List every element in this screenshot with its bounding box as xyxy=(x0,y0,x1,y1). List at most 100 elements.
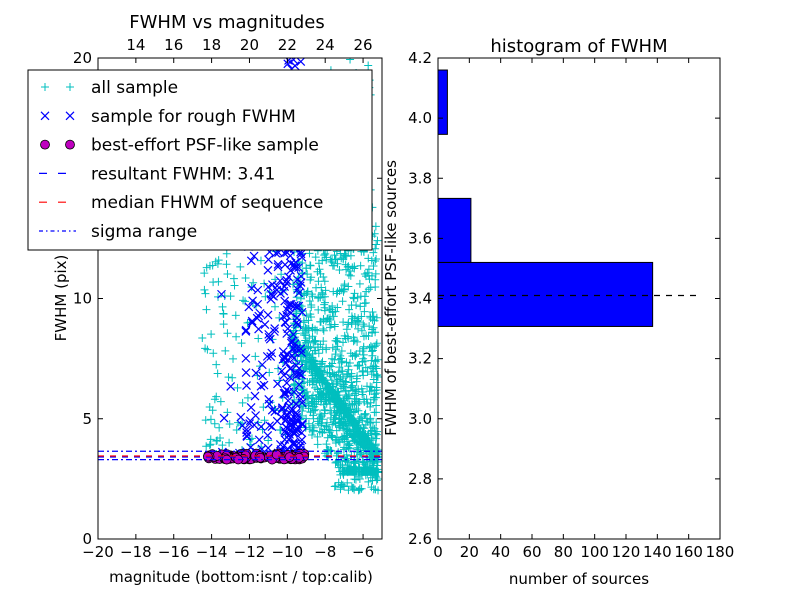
all-sample-point xyxy=(343,468,352,477)
y-tick-label: 2.8 xyxy=(408,470,432,488)
all-sample-point xyxy=(372,476,381,485)
all-sample-point xyxy=(329,312,338,321)
all-sample-point xyxy=(331,481,340,490)
rough-sample-point xyxy=(267,348,277,358)
rough-sample-point xyxy=(244,302,254,312)
all-sample-point xyxy=(370,393,379,402)
all-sample-point xyxy=(337,347,346,356)
all-sample-point xyxy=(364,436,373,445)
legend-label: all sample xyxy=(91,78,178,98)
all-sample-point xyxy=(372,401,381,410)
all-sample-point xyxy=(328,302,337,311)
rough-sample-point xyxy=(255,308,265,318)
all-sample-point xyxy=(339,318,348,327)
all-sample-point xyxy=(298,269,307,278)
all-sample-point xyxy=(200,269,209,278)
all-sample-point xyxy=(356,448,365,457)
rough-sample-point xyxy=(291,424,301,434)
all-sample-point xyxy=(335,363,344,372)
rough-sample-point xyxy=(296,440,305,450)
all-sample-point xyxy=(221,346,230,355)
all-sample-point xyxy=(336,351,345,360)
x-tick-label: −12 xyxy=(234,543,266,561)
legend-circle-icon xyxy=(40,139,50,150)
all-sample-point xyxy=(308,323,317,332)
all-sample-point xyxy=(201,344,210,353)
rough-sample-point xyxy=(281,385,291,395)
rough-sample-point xyxy=(281,318,291,328)
all-sample-point xyxy=(372,386,381,395)
rough-sample-point xyxy=(217,289,226,299)
all-sample-point xyxy=(337,433,346,442)
rough-sample-point xyxy=(286,308,296,318)
all-sample-point xyxy=(363,382,372,391)
legend-label: median FHWM of sequence xyxy=(91,193,323,213)
all-sample-point xyxy=(258,425,267,434)
rough-sample-point xyxy=(295,369,304,379)
all-sample-point xyxy=(351,385,360,394)
all-sample-point xyxy=(331,255,340,264)
rough-sample-point xyxy=(272,285,282,295)
rough-sample-point xyxy=(256,381,266,391)
all-sample-point xyxy=(358,347,367,356)
scatter-title: FWHM vs magnitudes xyxy=(129,12,324,33)
legend-plus-icon xyxy=(66,83,74,91)
all-sample-point xyxy=(340,281,349,290)
all-sample-point xyxy=(254,334,263,343)
rough-sample-point xyxy=(297,435,307,445)
rough-sample-point xyxy=(288,438,298,448)
all-sample-point xyxy=(361,409,370,418)
y-tick-label: 20 xyxy=(73,49,92,67)
all-sample-point xyxy=(205,441,214,450)
all-sample-point xyxy=(305,334,314,343)
rough-sample-point xyxy=(278,347,288,356)
rough-sample-point xyxy=(249,251,259,261)
all-sample-point xyxy=(364,61,373,70)
all-sample-point xyxy=(293,356,302,365)
all-sample-point xyxy=(223,329,232,338)
rough-sample-point xyxy=(263,310,273,320)
all-sample-point xyxy=(350,289,359,298)
all-sample-point xyxy=(371,328,380,337)
all-sample-point xyxy=(202,305,211,314)
rough-sample-point xyxy=(251,411,261,420)
all-sample-point xyxy=(350,485,359,494)
all-sample-point xyxy=(320,405,329,414)
all-sample-point xyxy=(300,363,309,372)
top-tick-label: 18 xyxy=(202,36,221,54)
histogram-bar xyxy=(438,197,472,263)
all-sample-point xyxy=(316,269,325,278)
all-sample-point xyxy=(315,372,324,381)
all-sample-point xyxy=(216,433,225,442)
all-sample-point xyxy=(302,264,311,273)
all-sample-point xyxy=(341,386,350,395)
rough-sample-point xyxy=(250,391,260,401)
all-sample-point xyxy=(373,370,382,379)
all-sample-point xyxy=(201,289,210,298)
rough-sample-point xyxy=(288,343,298,353)
all-sample-point xyxy=(374,486,382,495)
rough-sample-point xyxy=(241,325,251,335)
rough-sample-point xyxy=(273,260,283,269)
all-sample-point xyxy=(331,435,340,444)
all-sample-point xyxy=(352,350,361,359)
all-sample-point xyxy=(359,350,368,359)
rough-sample-point xyxy=(290,61,300,71)
scatter-y-label: FWHM (pix) xyxy=(52,255,70,342)
x-tick-label: −16 xyxy=(158,543,190,561)
all-sample-point xyxy=(202,263,211,272)
all-sample-point xyxy=(346,349,355,358)
all-sample-point xyxy=(371,282,380,291)
all-sample-point xyxy=(372,255,381,264)
rough-sample-point xyxy=(290,419,300,428)
all-sample-point xyxy=(360,307,369,316)
all-sample-point xyxy=(319,326,328,335)
rough-sample-point xyxy=(293,320,303,330)
all-sample-point xyxy=(348,420,357,429)
all-sample-point xyxy=(328,382,337,391)
all-sample-point xyxy=(364,254,373,263)
all-sample-point xyxy=(335,438,344,447)
rough-sample-point xyxy=(286,338,296,348)
rough-sample-point xyxy=(296,394,306,404)
